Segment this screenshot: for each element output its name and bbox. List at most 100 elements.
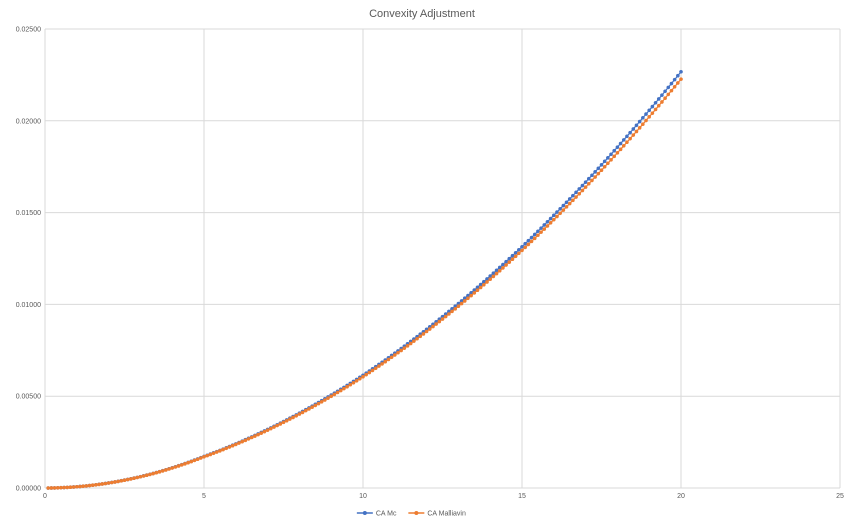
data-point [571,198,575,203]
data-point [373,366,378,371]
data-point [450,307,454,311]
data-point [84,484,89,488]
data-point [663,96,667,100]
data-point [316,401,321,406]
data-point [386,357,391,362]
data-point [221,447,225,452]
data-point [593,170,597,174]
data-point [520,244,524,249]
data-point [526,242,531,247]
data-point [593,175,597,179]
data-point [574,190,578,195]
data-point [615,145,620,149]
data-point [338,388,343,393]
legend-swatch-marker [362,511,367,515]
data-point [676,73,680,78]
data-point [218,449,222,453]
data-point [364,372,368,377]
data-point [567,197,572,201]
x-tick-label: 0 [43,493,47,500]
data-point [59,485,63,490]
data-point [491,271,496,276]
data-point [462,296,467,301]
chart-title: Convexity Adjustment [369,8,475,20]
legend: CA Mc CA Malliavin [356,511,466,518]
data-point [389,355,394,360]
data-point [214,450,219,454]
data-point [230,443,235,448]
data-point [227,445,232,449]
data-point [507,256,512,261]
data-point [529,235,534,240]
data-point [497,265,502,270]
series-ca-mc [46,69,683,490]
data-point [380,362,384,366]
data-point [87,483,92,488]
data-point [55,486,60,490]
data-point [405,344,410,348]
data-point [319,400,324,404]
data-point [644,118,648,123]
data-point [590,173,594,178]
data-point [195,457,200,462]
data-point [634,123,639,128]
data-point [358,376,362,381]
data-point [666,85,671,90]
data-point [237,441,241,445]
data-point [173,465,178,469]
data-point [488,274,493,278]
data-point [129,477,133,481]
data-point [478,285,483,290]
data-point [523,241,527,246]
data-point [370,368,375,373]
data-point [447,312,451,316]
data-point [526,238,531,243]
data-point [75,484,79,489]
data-point [297,412,302,416]
data-point [431,324,435,329]
data-point [211,451,216,456]
data-point [268,426,273,431]
data-point [167,467,171,471]
data-point [396,350,400,355]
data-point [504,259,508,264]
data-point [647,115,651,119]
data-point [580,188,585,193]
data-point [653,100,658,105]
data-point [199,456,203,460]
data-point [532,232,537,237]
data-point [631,133,636,137]
data-point [408,341,413,346]
data-point [637,126,642,130]
data-point [164,468,168,472]
data-point [415,336,419,341]
data-point [332,392,337,397]
data-point [475,288,480,293]
data-point [291,415,295,420]
data-point [447,309,451,314]
data-point [564,200,569,205]
x-tick-label: 20 [677,493,685,500]
data-point [377,364,381,368]
data-point [78,484,82,489]
data-point [437,319,442,324]
data-point [641,116,645,120]
data-point [246,437,251,441]
data-point [609,152,613,157]
x-tick-label: 25 [836,493,844,500]
data-point [421,332,426,336]
data-point [513,250,518,255]
series-ca-malliavin [46,77,683,490]
data-point [631,127,636,131]
data-point [138,474,143,479]
series-line [48,78,682,489]
data-point [555,214,559,219]
data-point [580,183,585,188]
data-point [510,257,515,262]
data-point [494,271,499,276]
data-point [523,245,527,250]
data-point [618,147,623,152]
data-point [545,224,550,228]
data-point [679,77,683,81]
